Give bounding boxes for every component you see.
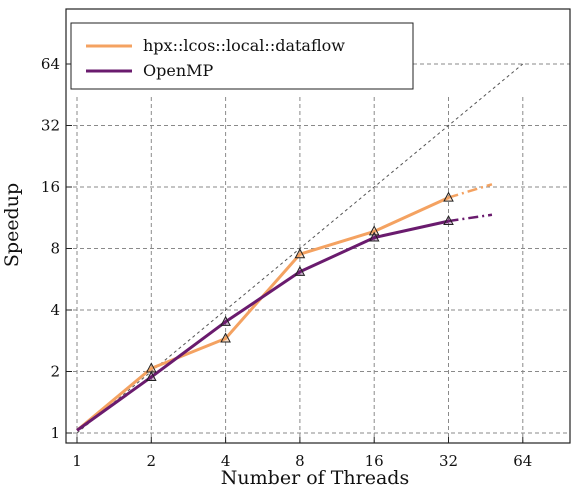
y-tick-label: 8: [50, 240, 60, 258]
series-lines: [77, 184, 492, 430]
y-tick-label: 4: [50, 301, 60, 319]
series-extrapolation-0: [449, 184, 492, 197]
legend-label-openmp: OpenMP: [143, 61, 214, 80]
legend: hpx::lcos::local::dataflow OpenMP: [71, 23, 413, 89]
x-tick-label: 64: [513, 452, 532, 470]
legend-label-dataflow: hpx::lcos::local::dataflow: [143, 36, 345, 55]
x-tick-label: 32: [439, 452, 458, 470]
grid-lines: [66, 64, 570, 443]
y-tick-label: 2: [50, 363, 60, 381]
legend-box: [71, 23, 413, 89]
x-axis-label: Number of Threads: [221, 467, 409, 489]
x-tick-label: 1: [72, 452, 82, 470]
y-tick-label: 16: [41, 178, 60, 196]
y-tick-label: 32: [41, 117, 60, 135]
y-tick-label: 64: [41, 55, 60, 73]
x-tick-label: 2: [147, 452, 157, 470]
y-tick-label: 1: [50, 424, 60, 442]
y-axis-label: Speedup: [1, 183, 23, 267]
series-line-1: [77, 221, 449, 430]
series-extrapolation-1: [449, 215, 492, 221]
